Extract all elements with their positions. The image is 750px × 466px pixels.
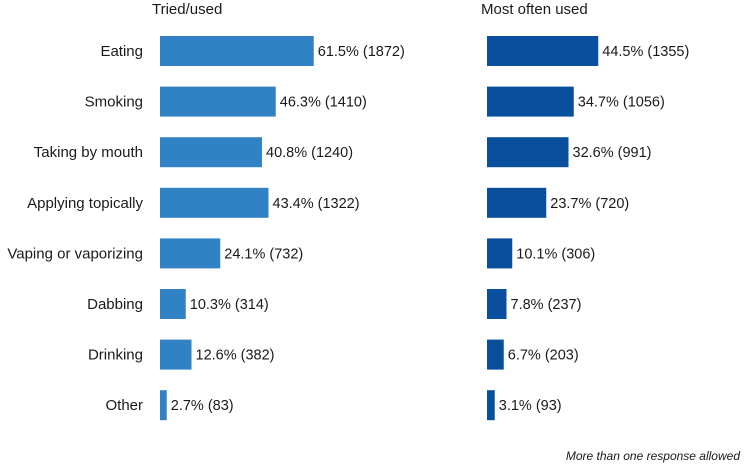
bar-most-often-used-vaping-or-vaporizing [487,238,513,269]
category-label-eating: Eating [100,43,143,60]
bar-tried-used-taking-by-mouth [160,137,262,168]
bar-most-often-used-dabbing [487,289,507,319]
data-label-most-often-used-dabbing: 7.8% (237) [511,297,582,313]
data-label-tried-used-dabbing: 10.3% (314) [190,297,269,313]
category-label-drinking: Drinking [88,347,143,364]
data-label-most-often-used-eating: 44.5% (1355) [602,44,689,60]
data-label-tried-used-other: 2.7% (83) [171,398,234,414]
data-label-most-often-used-vaping-or-vaporizing: 10.1% (306) [516,246,595,262]
bar-most-often-used-eating [487,36,599,66]
bar-tried-used-applying-topically [160,187,269,218]
data-label-tried-used-smoking: 46.3% (1410) [280,95,367,111]
bar-tried-used-dabbing [160,289,186,319]
bar-most-often-used-applying-topically [487,187,547,218]
bar-most-often-used-smoking [487,86,574,117]
data-label-tried-used-taking-by-mouth: 40.8% (1240) [266,145,353,161]
bar-most-often-used-taking-by-mouth [487,137,569,168]
bar-tried-used-vaping-or-vaporizing [160,238,221,269]
category-label-smoking: Smoking [85,94,143,111]
data-label-most-often-used-taking-by-mouth: 32.6% (991) [573,145,652,161]
category-label-applying-topically: Applying topically [27,195,143,212]
data-label-most-often-used-other: 3.1% (93) [499,398,562,414]
data-label-tried-used-applying-topically: 43.4% (1322) [273,196,360,212]
bar-tried-used-drinking [160,339,192,370]
data-label-tried-used-eating: 61.5% (1872) [318,44,405,60]
data-label-most-often-used-smoking: 34.7% (1056) [578,95,665,111]
data-label-tried-used-drinking: 12.6% (382) [196,348,275,364]
bar-most-often-used-drinking [487,339,504,370]
bar-tried-used-eating [160,36,314,66]
category-label-other: Other [105,397,143,414]
bar-tried-used-other [160,390,167,421]
category-label-dabbing: Dabbing [87,296,143,313]
data-label-most-often-used-drinking: 6.7% (203) [508,348,579,364]
data-label-most-often-used-applying-topically: 23.7% (720) [550,196,629,212]
bar-tried-used-smoking [160,86,276,117]
data-label-tried-used-vaping-or-vaporizing: 24.1% (732) [224,246,303,262]
chart-note: More than one response allowed [566,449,740,463]
panel-title-most-often-used: Most often used [481,1,588,18]
panel-title-tried-used: Tried/used [152,1,222,18]
category-label-vaping-or-vaporizing: Vaping or vaporizing [7,245,143,262]
category-label-taking-by-mouth: Taking by mouth [34,144,143,161]
bar-most-often-used-other [487,390,495,421]
